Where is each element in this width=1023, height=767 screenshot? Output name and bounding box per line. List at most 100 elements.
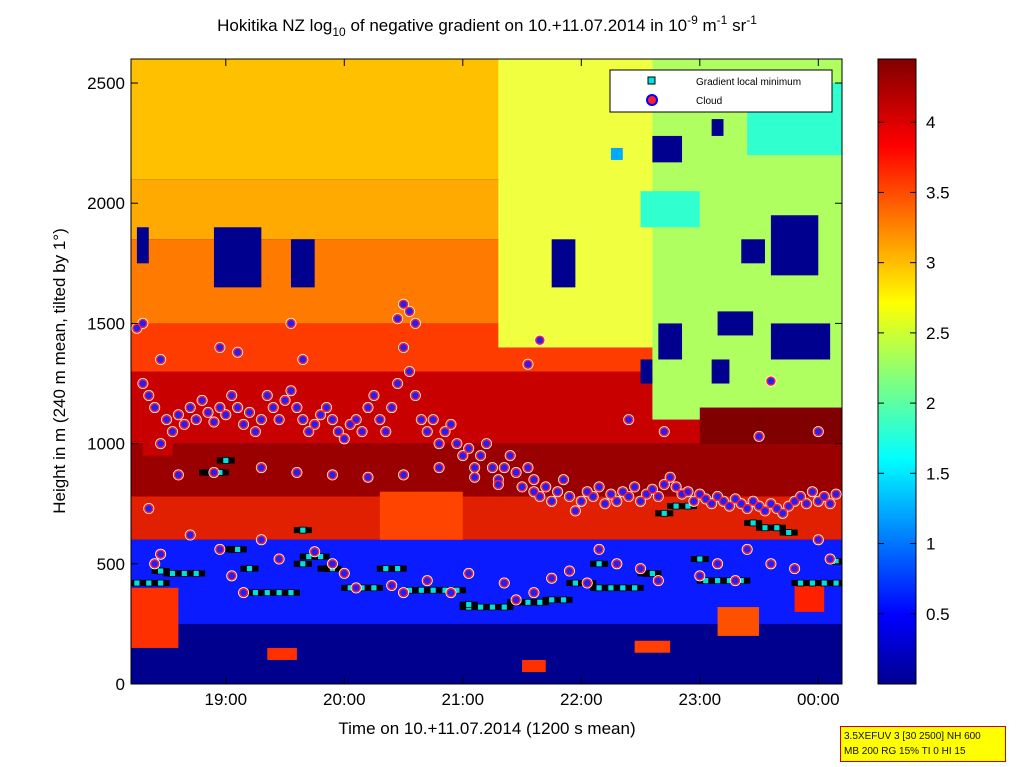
cloud-point (410, 390, 421, 401)
heatmap-patch (711, 119, 724, 136)
cloud-point (546, 496, 557, 507)
y-tick-label: 1500 (87, 314, 125, 333)
cloud-point (665, 472, 675, 483)
heatmap-patch (717, 607, 760, 636)
gradient-minimum-point (417, 586, 425, 594)
cloud-point (386, 402, 397, 413)
cloud-point (778, 508, 788, 519)
cloud-point (226, 571, 237, 581)
cloud-point (653, 491, 664, 502)
cloud-point (221, 410, 231, 420)
cloud-point (795, 491, 806, 502)
cloud-point (274, 554, 284, 564)
colorbar-tick-label: 4 (926, 113, 935, 132)
cloud-point (517, 482, 527, 492)
gradient-minimum-point (696, 555, 704, 563)
heatmap-patch (290, 239, 315, 288)
cloud-point (315, 410, 326, 420)
cloud-point (712, 491, 723, 502)
x-tick-label: 20:00 (323, 690, 366, 709)
cloud-point (623, 491, 634, 502)
cloud-point (523, 462, 533, 473)
cloud-point (766, 559, 776, 569)
cloud-point (392, 378, 403, 389)
gradient-minimum-point (832, 579, 840, 587)
cloud-point (226, 390, 237, 401)
cloud-point (304, 426, 314, 437)
cloud-point (712, 559, 723, 569)
heatmap-patch (136, 227, 149, 264)
cloud-point (754, 501, 764, 511)
cloud-point (292, 402, 302, 413)
heatmap-patch (794, 583, 825, 612)
heatmap-patch (610, 147, 623, 160)
cloud-point (570, 506, 581, 516)
cloud-point (564, 491, 575, 502)
cloud-point (398, 342, 409, 353)
cloud-point (298, 354, 308, 365)
cloud-point (173, 470, 184, 480)
chart-title: Hokitika NZ log10 of negative gradient o… (217, 13, 757, 39)
cloud-point (339, 434, 350, 444)
cloud-point (493, 479, 504, 490)
heatmap-patch (131, 587, 179, 648)
gradient-minimum-point (157, 567, 165, 575)
cloud-point (801, 498, 812, 509)
cloud-point (256, 535, 267, 545)
gradient-minimum-point (773, 524, 781, 532)
colorbar-tick-label: 2.5 (926, 324, 950, 343)
gradient-minimum-point (180, 570, 188, 577)
gradient-minimum-point (560, 596, 567, 604)
cloud-point (718, 496, 729, 507)
gradient-minimum-point (684, 502, 692, 510)
heatmap-patch (658, 323, 683, 360)
y-tick-label: 1000 (87, 435, 125, 454)
cloud-point (499, 462, 510, 473)
cloud-point (582, 486, 592, 497)
legend: Gradient local minimum Cloud (609, 69, 833, 113)
gradient-minimum-point (252, 589, 259, 597)
cloud-point (807, 486, 818, 497)
cloud-point (612, 559, 622, 569)
cloud-point (659, 479, 669, 490)
y-tick-label: 2500 (87, 74, 125, 93)
cloud-point (286, 385, 296, 396)
gradient-minimum-point (145, 579, 153, 587)
gradient-minimum-point (133, 579, 141, 587)
gradient-minimum-point (287, 589, 295, 597)
cloud-point (339, 568, 350, 579)
x-axis-label: Time on 10.+11.07.2014 (1200 s mean) (338, 719, 635, 738)
cloud-point (730, 494, 741, 504)
cloud-point (582, 578, 592, 588)
x-tick-label: 19:00 (205, 690, 248, 709)
cloud-point (381, 426, 391, 437)
cloud-point (724, 501, 735, 511)
y-tick-label: 0 (116, 675, 125, 694)
cloud-point (161, 414, 172, 425)
legend-square-marker (647, 76, 656, 85)
cloud-point (535, 335, 545, 345)
cloud-point (357, 426, 367, 437)
gradient-minimum-point (649, 570, 656, 577)
y-tick-label: 500 (97, 555, 125, 574)
cloud-point (363, 472, 373, 483)
cloud-point (813, 535, 824, 545)
cloud-point (155, 438, 166, 449)
cloud-point (321, 402, 332, 413)
cloud-point (144, 503, 154, 514)
gradient-minimum-point (761, 524, 769, 532)
info-line-2: MB 200 RG 15% TI 0 HI 15 (844, 746, 966, 757)
cloud-point (203, 407, 213, 418)
gradient-minimum-point (394, 565, 402, 573)
parameter-info-box: 3.5XEFUV 3 [30 2500] NH 600 MB 200 RG 15… (840, 726, 1006, 762)
gradient-minimum-markers (131, 457, 842, 611)
gradient-minimum-point (500, 603, 508, 611)
cloud-point (155, 354, 166, 365)
gradient-minimum-point (797, 579, 804, 587)
gradient-minimum-point (222, 457, 230, 464)
cloud-point (191, 414, 201, 425)
x-tick-label: 22:00 (560, 690, 603, 709)
cloud-point (446, 587, 456, 598)
cloud-point (564, 566, 575, 576)
